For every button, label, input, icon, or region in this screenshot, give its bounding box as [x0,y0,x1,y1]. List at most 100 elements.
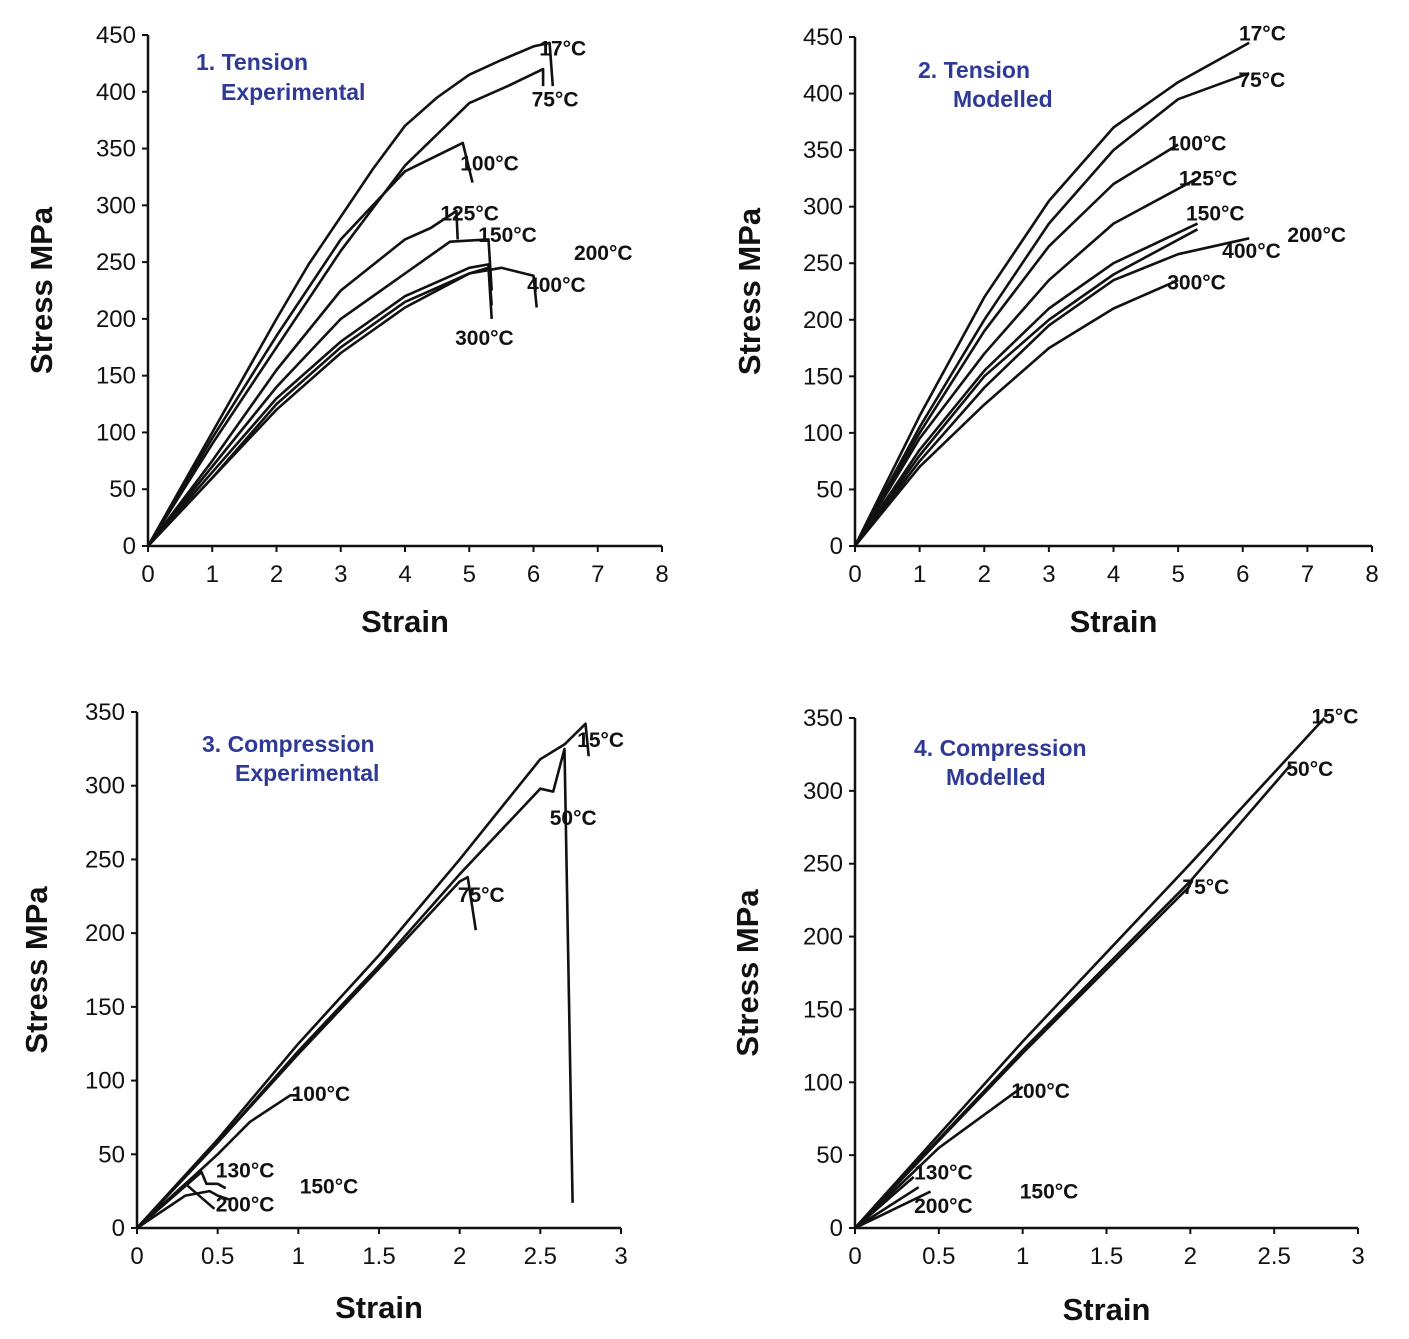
series-line-17c [853,41,1250,547]
x-tick-label: 2 [453,1243,466,1270]
panel-subtitle: Experimental [235,760,379,786]
series-line-125c [853,177,1199,547]
x-tick-label: 4 [398,561,411,588]
curve-label: 300°C [1167,271,1226,294]
y-tick-label: 200 [803,924,843,951]
panel-2: 0 50 100 150 200 250 300 350 400 450 0 1 2 3 4 5 6 7 8 Stra… [732,23,1379,639]
series-line-100c [853,143,1179,547]
y-tick-label: 50 [109,476,136,503]
panel-title: 1. Tension [196,49,308,75]
curve-label: 400°C [1222,240,1281,263]
series-line-400c [147,266,538,547]
y-tick-label: 450 [96,22,136,49]
x-axis-label: Strain [1070,604,1158,639]
x-tick-label: 0 [848,561,861,588]
series-line-17c [146,41,555,547]
y-tick-label: 0 [123,533,136,560]
curve-label: 100°C [460,152,519,175]
x-tick-label: 0 [141,561,154,588]
x-tick-label: 2.5 [1257,1243,1290,1270]
y-tick-label: 300 [803,194,843,221]
y-tick-label: 400 [803,81,843,108]
series-line-100c [136,1094,299,1229]
curve-label: 75°C [458,884,505,907]
y-tick-label: 100 [803,420,843,447]
y-tick-label: 300 [85,773,125,800]
x-tick-label: 1 [913,561,926,588]
curve-label: 130°C [914,1162,973,1185]
x-tick-label: 0.5 [922,1243,955,1270]
y-tick-label: 50 [816,476,843,503]
x-tick-label: 7 [1301,561,1314,588]
x-tick-label: 8 [655,561,668,588]
curve-label: 100°C [292,1083,351,1106]
x-tick-label: 1.5 [362,1243,395,1270]
y-tick-label: 250 [96,249,136,276]
x-tick-label: 0 [130,1243,143,1270]
x-tick-label: 7 [591,561,604,588]
x-tick-label: 3 [334,561,347,588]
y-tick-label: 100 [803,1069,843,1096]
series-line-15c [136,722,590,1229]
curve-label: 130°C [216,1160,275,1183]
y-axis-label: Stress MPa [730,889,765,1057]
x-tick-label: 1.5 [1090,1243,1123,1270]
x-axis-label: Strain [1063,1292,1151,1327]
x-axis-label: Strain [335,1290,423,1325]
x-tick-label: 0 [848,1243,861,1270]
y-tick-label: 300 [803,778,843,805]
curve-label: 150°C [300,1176,359,1199]
curve-label: 200°C [574,242,633,265]
series-line-150c [136,1182,216,1229]
series-line-75c [854,884,1192,1229]
x-tick-label: 2.5 [524,1243,557,1270]
series-line-130c [854,1176,915,1229]
x-tick-label: 5 [463,561,476,588]
panel-subtitle: Experimental [221,79,365,105]
y-axis-label: Stress MPa [24,206,59,374]
panel-subtitle: Modelled [946,764,1046,790]
series-line-150c [853,222,1199,547]
curve-label: 150°C [1020,1181,1079,1204]
panel-1: 0 50 100 150 200 250 300 350 400 450 0 1 2 3 4 5 6 7 8 Stra… [24,22,669,639]
curve-label: 17°C [539,38,586,61]
x-tick-label: 3 [614,1243,627,1270]
curve-label: 75°C [1182,876,1229,899]
y-tick-label: 200 [96,306,136,333]
curve-label: 75°C [532,89,579,112]
y-tick-label: 50 [816,1142,843,1169]
curve-label: 300°C [455,327,514,350]
curve-label: 100°C [1011,1080,1070,1103]
panel-3: 0 50 100 150 200 250 300 350 0 0.5 1 1.5 2 2.5 3 Strain… [19,699,628,1325]
series-line-100c [146,141,474,547]
y-tick-label: 100 [85,1068,125,1095]
y-tick-label: 150 [85,994,125,1021]
y-tick-label: 200 [85,920,125,947]
curve-label: 200°C [1287,224,1346,247]
y-tick-label: 150 [803,363,843,390]
curve-label: 200°C [216,1193,275,1216]
series-line-75c [146,67,545,547]
series-line-150c [854,1186,920,1230]
x-tick-label: 2 [270,561,283,588]
y-tick-label: 250 [803,851,843,878]
x-tick-label: 2 [1184,1243,1197,1270]
y-axis-label: Stress MPa [732,207,767,375]
series-line-200c [854,1190,932,1230]
x-tick-label: 3 [1351,1243,1364,1270]
curve-label: 150°C [478,224,537,247]
x-tick-label: 3 [1042,561,1055,588]
series-line-300c [147,266,493,547]
series-line-300c [853,279,1179,547]
y-tick-label: 350 [803,137,843,164]
y-tick-label: 50 [98,1141,125,1168]
curve-label: 150°C [1186,202,1245,225]
series-line-15c [854,717,1326,1229]
x-tick-label: 6 [1236,561,1249,588]
curve-label: 400°C [527,274,586,297]
series-line-125c [146,209,459,547]
x-axis-label: Strain [361,604,449,639]
curve-label: 125°C [440,202,499,225]
y-tick-label: 350 [803,705,843,732]
curve-label: 100°C [1168,132,1227,155]
